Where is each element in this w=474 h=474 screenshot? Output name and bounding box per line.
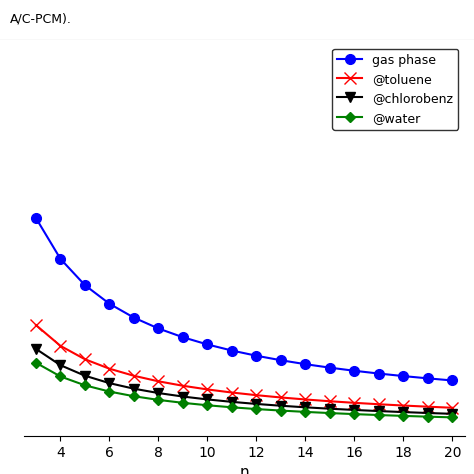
X-axis label: n: n [239, 465, 249, 474]
@toluene [327, 399, 333, 404]
@chlorobenz [58, 362, 64, 368]
gas phase [352, 368, 357, 374]
@water [449, 415, 455, 420]
gas phase [425, 375, 431, 381]
@toluene [131, 373, 137, 379]
gas phase [449, 378, 455, 383]
@water [155, 397, 161, 403]
@water [302, 409, 308, 415]
gas phase [131, 315, 137, 320]
@water [131, 393, 137, 399]
gas phase [205, 342, 210, 347]
@chlorobenz [229, 399, 235, 405]
@chlorobenz [155, 390, 161, 396]
@toluene [278, 395, 283, 401]
@toluene [33, 322, 39, 328]
gas phase [302, 361, 308, 367]
@chlorobenz [302, 404, 308, 410]
@water [205, 402, 210, 408]
@toluene [302, 397, 308, 402]
Line: @chlorobenz: @chlorobenz [31, 344, 457, 419]
@water [254, 406, 259, 412]
@toluene [449, 405, 455, 410]
@water [229, 404, 235, 410]
gas phase [229, 348, 235, 354]
@water [58, 374, 64, 379]
@chlorobenz [33, 346, 39, 352]
@toluene [107, 366, 112, 372]
@chlorobenz [131, 386, 137, 392]
@water [278, 408, 283, 413]
@toluene [401, 403, 406, 409]
@chlorobenz [254, 401, 259, 407]
gas phase [401, 373, 406, 379]
Legend: gas phase, @toluene, @chlorobenz, @water: gas phase, @toluene, @chlorobenz, @water [332, 49, 458, 130]
@chlorobenz [425, 410, 431, 416]
gas phase [82, 283, 88, 288]
gas phase [155, 326, 161, 331]
@toluene [82, 356, 88, 362]
@chlorobenz [107, 380, 112, 386]
gas phase [33, 215, 39, 221]
@water [180, 400, 186, 406]
@chlorobenz [352, 407, 357, 413]
@toluene [425, 404, 431, 410]
@water [82, 383, 88, 388]
@toluene [254, 392, 259, 398]
@water [327, 410, 333, 416]
Line: gas phase: gas phase [31, 213, 457, 385]
@chlorobenz [205, 397, 210, 402]
@chlorobenz [278, 403, 283, 409]
@chlorobenz [401, 409, 406, 415]
gas phase [107, 301, 112, 307]
@toluene [229, 390, 235, 395]
@water [376, 412, 382, 418]
@water [107, 389, 112, 394]
@toluene [58, 343, 64, 349]
@chlorobenz [327, 406, 333, 411]
@chlorobenz [449, 411, 455, 417]
gas phase [58, 256, 64, 262]
@water [33, 360, 39, 365]
@toluene [352, 400, 357, 406]
@toluene [180, 383, 186, 389]
@toluene [155, 378, 161, 384]
Line: @toluene: @toluene [30, 319, 458, 413]
@chlorobenz [82, 373, 88, 379]
gas phase [180, 334, 186, 340]
@toluene [205, 387, 210, 392]
Line: @water: @water [33, 359, 456, 421]
gas phase [376, 371, 382, 376]
gas phase [327, 365, 333, 371]
gas phase [254, 353, 259, 358]
@water [401, 413, 406, 419]
Text: A/C-PCM).: A/C-PCM). [9, 12, 72, 26]
@water [425, 414, 431, 419]
@chlorobenz [376, 408, 382, 414]
@chlorobenz [180, 394, 186, 400]
@water [352, 411, 357, 417]
@toluene [376, 401, 382, 407]
gas phase [278, 357, 283, 363]
